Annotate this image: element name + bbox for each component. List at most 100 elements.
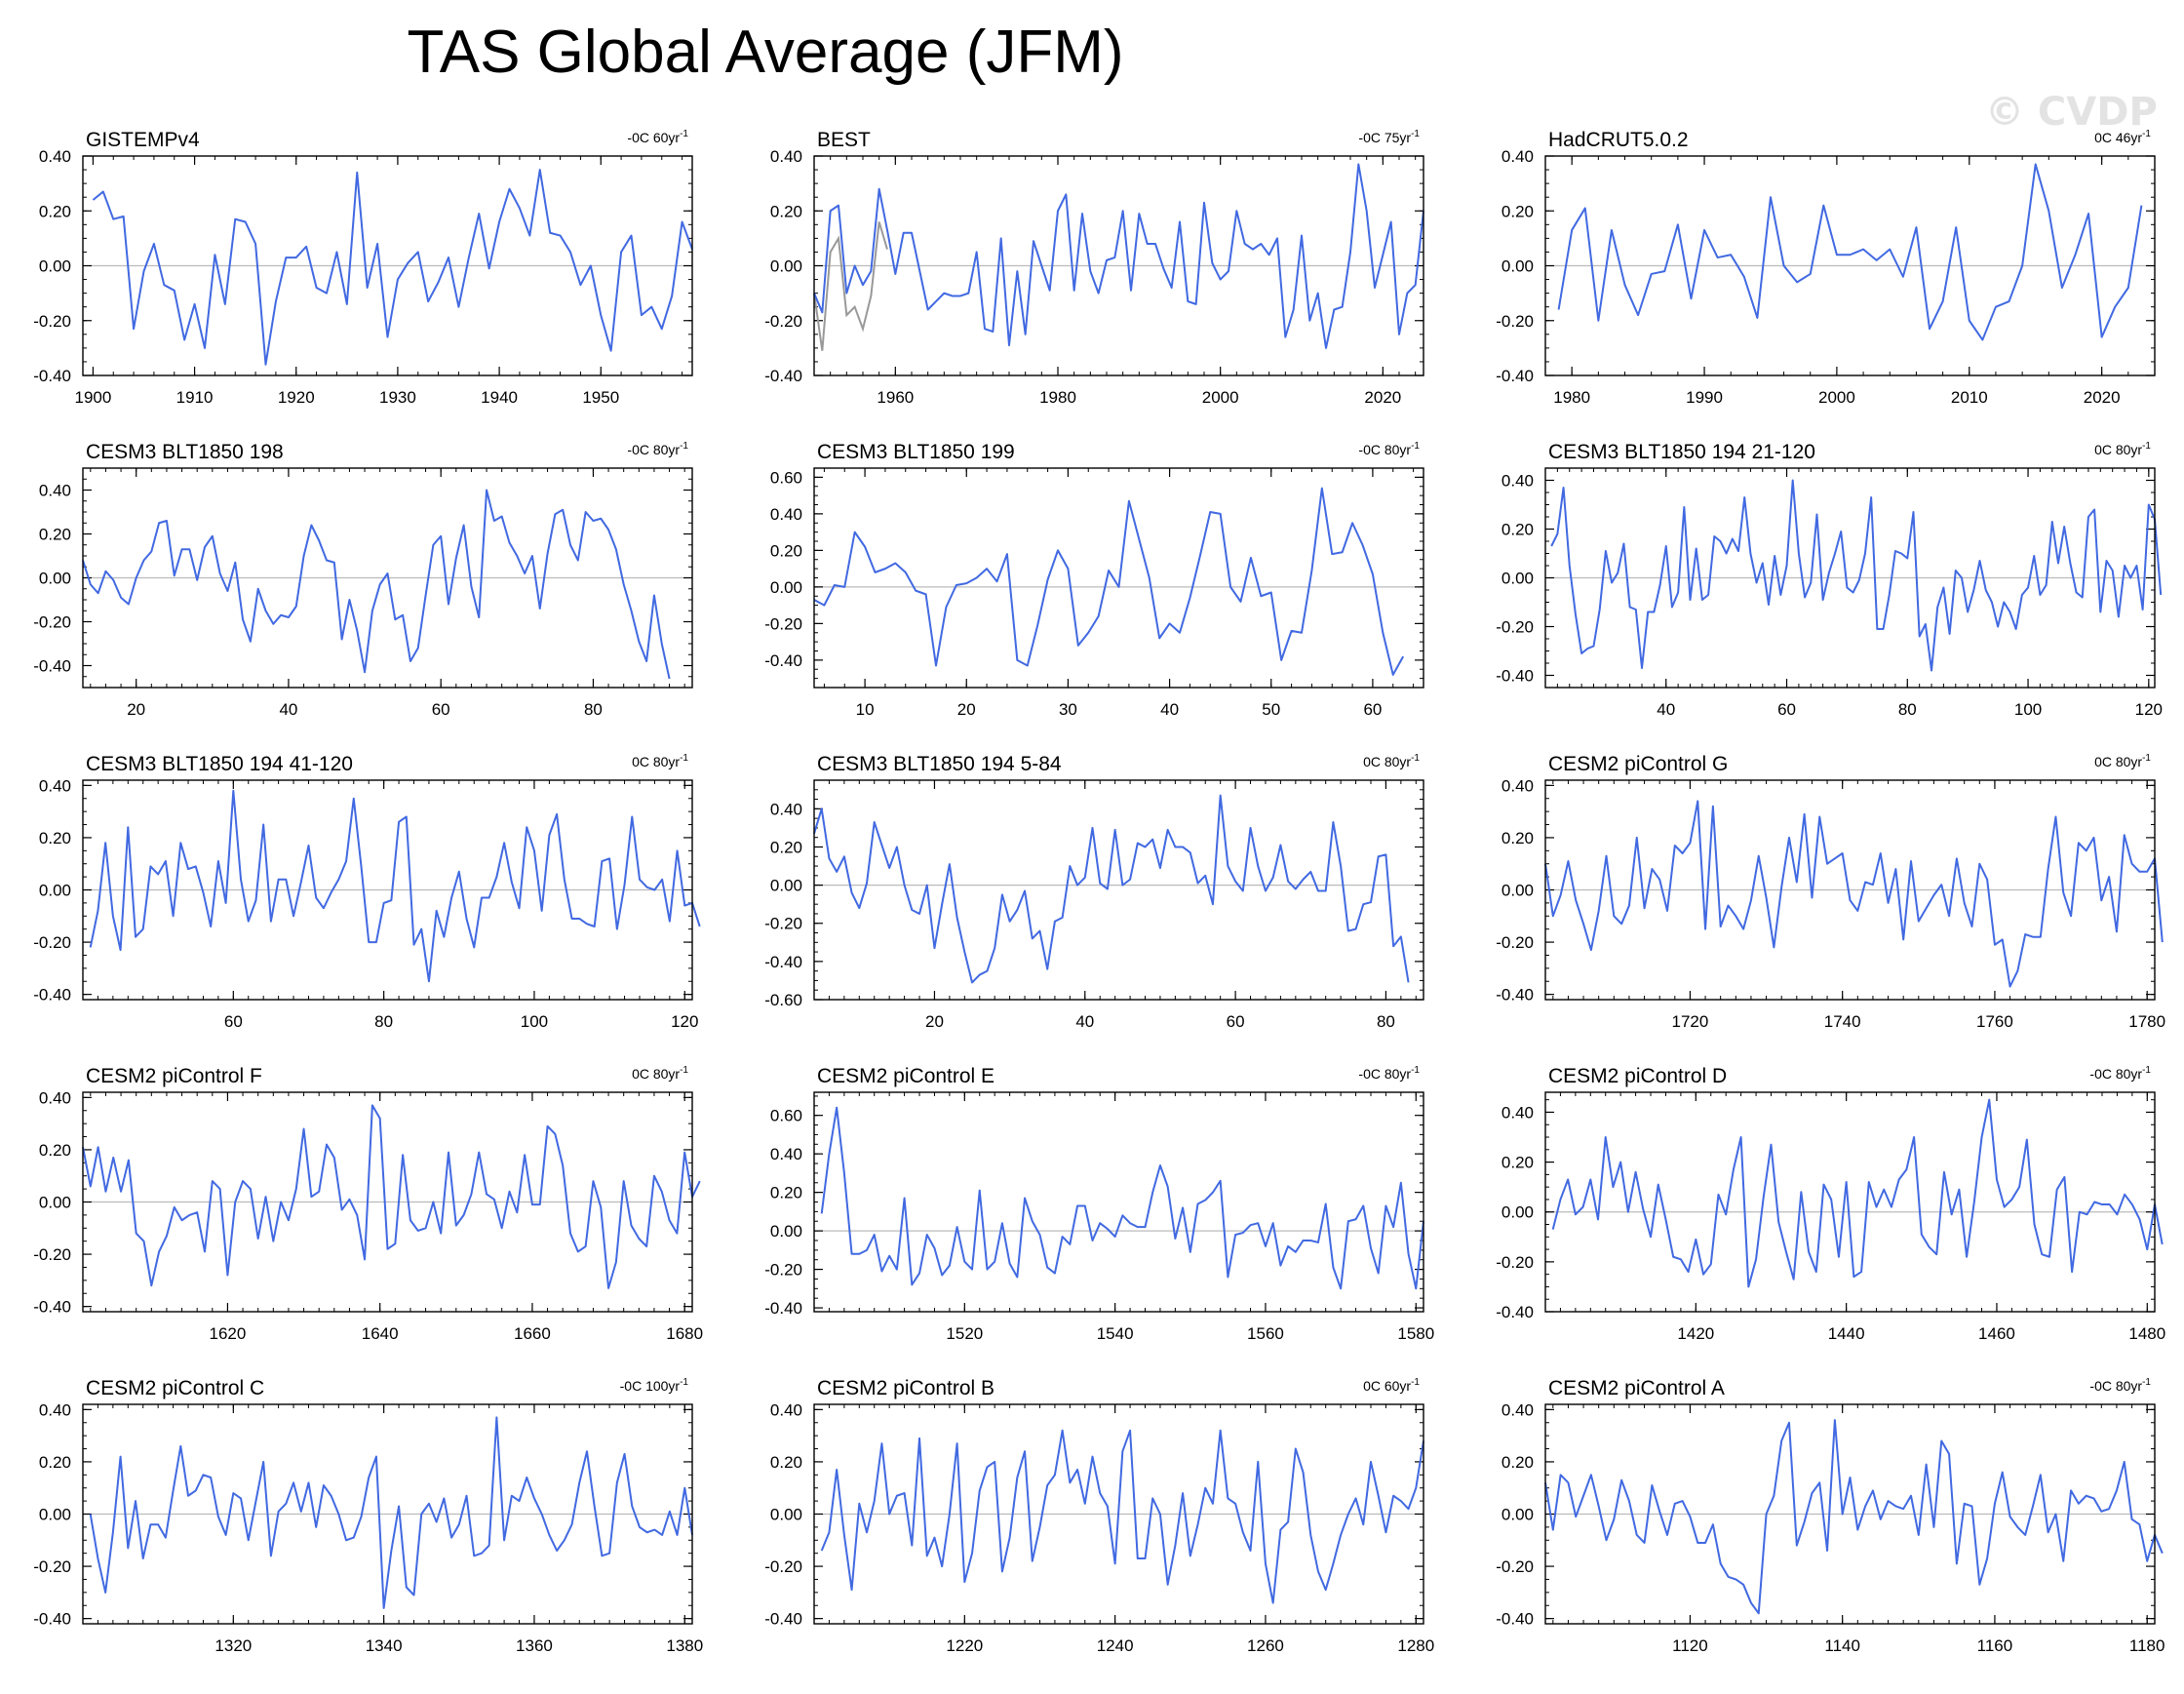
y-tick-label: 0.20 — [1502, 1453, 1534, 1472]
panel-trend-annotation: 0C 80yr-1 — [2094, 441, 2151, 457]
x-tick-label: 100 — [521, 1012, 548, 1031]
x-tick-label: 2010 — [1951, 388, 1988, 407]
series-line — [1551, 1098, 2164, 1288]
y-tick-label: 0.00 — [39, 570, 71, 588]
y-tick-label: 0.40 — [1502, 776, 1534, 795]
y-tick-label: -0.60 — [764, 991, 802, 1009]
plot-frame — [82, 1091, 693, 1313]
y-tick-label: 0.20 — [1502, 1154, 1534, 1172]
x-tick-label: 1320 — [214, 1636, 252, 1655]
x-tick-label: 1360 — [516, 1636, 553, 1655]
figure-title: TAS Global Average (JFM) — [407, 19, 1124, 86]
x-tick-label: 40 — [279, 700, 297, 719]
y-tick-label: -0.20 — [33, 933, 71, 952]
panel-title: CESM2 piControl G — [1548, 753, 1728, 775]
y-tick-label: 0.00 — [770, 257, 802, 276]
x-tick-label: 1930 — [379, 388, 416, 407]
y-tick-label: 0.20 — [39, 1453, 71, 1472]
y-tick-label: -0.40 — [764, 651, 802, 670]
x-tick-label: 2020 — [1364, 388, 1401, 407]
x-tick-label: 1580 — [1397, 1324, 1434, 1343]
x-tick-label: 2000 — [1818, 388, 1855, 407]
x-tick-label: 120 — [671, 1012, 698, 1031]
series-line — [89, 789, 701, 983]
y-tick-label: -0.20 — [33, 613, 71, 632]
y-tick-label: -0.40 — [1496, 367, 1534, 385]
y-tick-label: -0.40 — [33, 657, 71, 676]
y-tick-label: -0.20 — [764, 312, 802, 331]
plot-frame — [82, 779, 693, 1001]
panel-13: CESM2 piControl C -0C 100yr-1 -0.40 -0.20 0.… — [33, 1377, 703, 1655]
x-tick-label: 1380 — [666, 1636, 703, 1655]
panel-title: CESM3 BLT1850 194 5-84 — [817, 753, 1062, 775]
x-tick-label: 1420 — [1677, 1324, 1714, 1343]
y-tick-label: -0.40 — [33, 986, 71, 1005]
plot-frame — [813, 779, 1424, 1001]
x-tick-label: 1990 — [1686, 388, 1723, 407]
x-tick-label: 60 — [432, 700, 450, 719]
panel-7: CESM3 BLT1850 194 41-120 0C 80yr-1 -0.40 -0… — [33, 753, 701, 1031]
panel-1: GISTEMPv4 -0C 60yr-1 -0.40 -0.20 0.00 0.20 0.4… — [33, 129, 693, 407]
series-line — [813, 794, 1410, 984]
x-tick-label: 40 — [1657, 700, 1675, 719]
y-tick-label: 0.20 — [1502, 521, 1534, 539]
x-tick-label: 80 — [584, 700, 603, 719]
x-tick-label: 2020 — [2084, 388, 2121, 407]
y-tick-label: 0.40 — [39, 776, 71, 795]
x-tick-label: 1240 — [1097, 1636, 1134, 1655]
series-line — [82, 489, 671, 680]
x-tick-label: 1950 — [582, 388, 619, 407]
y-tick-label: 0.20 — [770, 1184, 802, 1202]
panel-title: CESM2 piControl E — [817, 1065, 994, 1087]
series-line — [820, 1429, 1424, 1604]
x-tick-label: 40 — [1160, 700, 1179, 719]
panel-title: CESM2 piControl B — [817, 1377, 994, 1399]
panel-title: CESM2 piControl C — [86, 1377, 264, 1399]
plot-frame — [1544, 467, 2156, 689]
y-tick-label: 0.20 — [770, 202, 802, 220]
x-tick-label: 1940 — [481, 388, 518, 407]
panel-trend-annotation: 0C 80yr-1 — [632, 1065, 688, 1082]
x-tick-label: 1560 — [1247, 1324, 1284, 1343]
x-tick-label: 1960 — [877, 388, 914, 407]
panel-12: CESM2 piControl D -0C 80yr-1 -0.40 -0.20 0.0… — [1496, 1065, 2165, 1343]
x-tick-label: 1540 — [1097, 1324, 1134, 1343]
plot-frame — [1544, 1403, 2156, 1625]
y-tick-label: -0.20 — [1496, 312, 1534, 331]
x-tick-label: 1260 — [1247, 1636, 1284, 1655]
x-tick-label: 60 — [1777, 700, 1796, 719]
y-tick-label: 0.00 — [770, 578, 802, 597]
x-tick-label: 1460 — [1978, 1324, 2015, 1343]
y-tick-label: 0.60 — [770, 468, 802, 487]
y-tick-label: 0.40 — [770, 1145, 802, 1163]
panel-10: CESM2 piControl F 0C 80yr-1 -0.40 -0.20 0.00… — [33, 1065, 703, 1343]
plot-frame — [813, 1403, 1424, 1625]
series-line — [1557, 163, 2143, 341]
y-tick-label: 0.00 — [1502, 570, 1534, 588]
y-tick-label: 0.20 — [770, 1453, 802, 1472]
y-tick-label: 0.00 — [1502, 882, 1534, 900]
y-tick-label: 0.40 — [770, 505, 802, 524]
y-tick-label: 0.40 — [770, 147, 802, 166]
y-tick-label: -0.40 — [33, 1298, 71, 1317]
x-tick-label: 1120 — [1672, 1636, 1708, 1655]
panel-14: CESM2 piControl B 0C 60yr-1 -0.40 -0.20 0.00… — [764, 1377, 1434, 1655]
x-tick-label: 1920 — [278, 388, 315, 407]
y-tick-label: 0.00 — [39, 1506, 71, 1524]
y-tick-label: -0.40 — [764, 1610, 802, 1629]
panel-title: CESM2 piControl F — [86, 1065, 262, 1087]
x-tick-label: 1980 — [1553, 388, 1590, 407]
plot-frame — [1544, 155, 2156, 376]
y-tick-label: -0.40 — [764, 953, 802, 971]
y-tick-label: -0.40 — [33, 367, 71, 385]
y-tick-label: -0.20 — [33, 1557, 71, 1576]
panel-title: CESM2 piControl A — [1548, 1377, 1725, 1399]
x-tick-label: 1900 — [75, 388, 112, 407]
panel-title: CESM3 BLT1850 194 21-120 — [1548, 441, 1815, 463]
plot-frame — [82, 1403, 693, 1625]
x-tick-label: 1980 — [1039, 388, 1076, 407]
y-tick-label: 0.00 — [1502, 1203, 1534, 1222]
y-tick-label: 0.20 — [39, 1141, 71, 1160]
plot-frame — [813, 155, 1424, 376]
y-tick-label: -0.40 — [1496, 667, 1534, 686]
